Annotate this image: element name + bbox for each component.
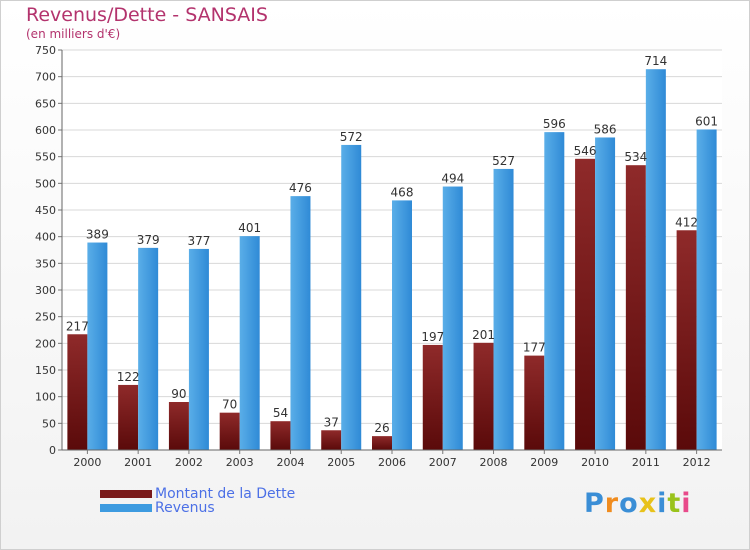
proxiti-logo: Proxiti <box>584 488 692 519</box>
y-tick-label: 450 <box>35 204 56 217</box>
data-label-revenus: 476 <box>289 181 312 195</box>
bar-dette <box>219 412 240 450</box>
bar-revenus <box>290 196 311 450</box>
bar-revenus <box>696 129 717 450</box>
data-label-dette: 546 <box>574 144 597 158</box>
x-tick-label: 2007 <box>429 456 457 469</box>
y-tick-label: 700 <box>35 71 56 84</box>
logo-letter: x <box>638 488 658 519</box>
y-tick-label: 100 <box>35 391 56 404</box>
bar-dette <box>625 165 646 450</box>
bar-revenus <box>341 144 362 450</box>
x-tick-label: 2011 <box>632 456 660 469</box>
x-tick-label: 2003 <box>226 456 254 469</box>
y-tick-label: 250 <box>35 311 56 324</box>
data-label-dette: 54 <box>273 406 288 420</box>
x-tick-label: 2000 <box>73 456 101 469</box>
x-tick-label: 2009 <box>530 456 558 469</box>
data-label-dette: 197 <box>421 330 444 344</box>
x-tick-label: 2004 <box>276 456 304 469</box>
y-tick-label: 600 <box>35 124 56 137</box>
data-label-revenus: 468 <box>391 185 414 199</box>
data-label-revenus: 714 <box>644 54 667 68</box>
data-label-revenus: 401 <box>238 221 261 235</box>
bar-dette <box>422 344 443 450</box>
y-tick-label: 300 <box>35 284 56 297</box>
chart-subtitle: (en milliers d'€) <box>26 27 121 41</box>
bar-dette <box>270 421 291 450</box>
data-label-revenus: 377 <box>187 234 210 248</box>
y-tick-label: 750 <box>35 44 56 57</box>
data-label-dette: 70 <box>222 398 237 412</box>
bar-dette <box>321 430 342 450</box>
legend-swatch-debt <box>100 490 152 498</box>
data-label-dette: 217 <box>66 319 89 333</box>
data-label-dette: 122 <box>117 370 140 384</box>
legend-swatch-revenus <box>100 504 152 512</box>
data-label-dette: 90 <box>171 387 186 401</box>
y-tick-label: 0 <box>49 444 56 457</box>
y-tick-label: 400 <box>35 231 56 244</box>
x-tick-label: 2008 <box>480 456 508 469</box>
bar-dette <box>372 436 392 450</box>
x-tick-label: 2005 <box>327 456 355 469</box>
data-label-revenus: 596 <box>543 117 566 131</box>
y-tick-label: 200 <box>35 337 56 350</box>
x-tick-label: 2001 <box>124 456 152 469</box>
x-tick-label: 2002 <box>175 456 203 469</box>
data-label-dette: 37 <box>324 415 339 429</box>
data-label-revenus: 601 <box>695 114 718 128</box>
x-tick-label: 2010 <box>581 456 609 469</box>
bar-revenus <box>239 236 260 450</box>
y-tick-label: 350 <box>35 257 56 270</box>
data-label-dette: 201 <box>472 328 495 342</box>
bar-revenus <box>188 248 209 450</box>
bar-revenus <box>645 69 666 450</box>
y-tick-label: 50 <box>42 417 56 430</box>
data-label-dette: 534 <box>624 150 647 164</box>
logo-letter: o <box>619 488 639 519</box>
y-tick-label: 650 <box>35 97 56 110</box>
bar-revenus <box>138 247 159 450</box>
data-label-revenus: 494 <box>441 172 464 186</box>
legend-label-debt: Montant de la Dette <box>155 486 296 502</box>
logo-letter: i <box>657 488 668 519</box>
data-label-revenus: 572 <box>340 130 363 144</box>
logo-letter: r <box>604 488 620 519</box>
bar-dette <box>575 158 596 451</box>
bar-revenus <box>595 137 616 450</box>
bar-revenus <box>87 242 108 450</box>
logo-letter: i <box>681 488 692 519</box>
bar-revenus <box>442 186 463 451</box>
y-tick-label: 500 <box>35 177 56 190</box>
bar-revenus <box>392 200 412 450</box>
logo-letter: P <box>584 488 605 519</box>
bar-revenus <box>493 168 514 450</box>
data-label-revenus: 527 <box>492 154 515 168</box>
data-label-revenus: 379 <box>137 233 160 247</box>
data-label-revenus: 389 <box>86 228 109 242</box>
data-label-revenus: 586 <box>594 122 617 136</box>
x-tick-label: 2006 <box>378 456 406 469</box>
data-label-dette: 412 <box>675 215 698 229</box>
y-tick-label: 150 <box>35 364 56 377</box>
chart-title: Revenus/Dette - SANSAIS <box>26 4 268 26</box>
logo-letter: t <box>667 488 682 519</box>
bar-dette <box>67 334 88 450</box>
data-label-dette: 177 <box>523 341 546 355</box>
bar-dette <box>168 402 189 450</box>
bar-dette <box>473 342 494 450</box>
bar-dette <box>524 355 545 450</box>
bar-dette <box>118 384 139 450</box>
bar-dette <box>676 230 697 450</box>
y-tick-label: 550 <box>35 151 56 164</box>
bar-revenus <box>544 132 565 450</box>
x-tick-label: 2012 <box>683 456 711 469</box>
legend-label-revenus: Revenus <box>155 500 215 516</box>
data-label-dette: 26 <box>374 421 389 435</box>
